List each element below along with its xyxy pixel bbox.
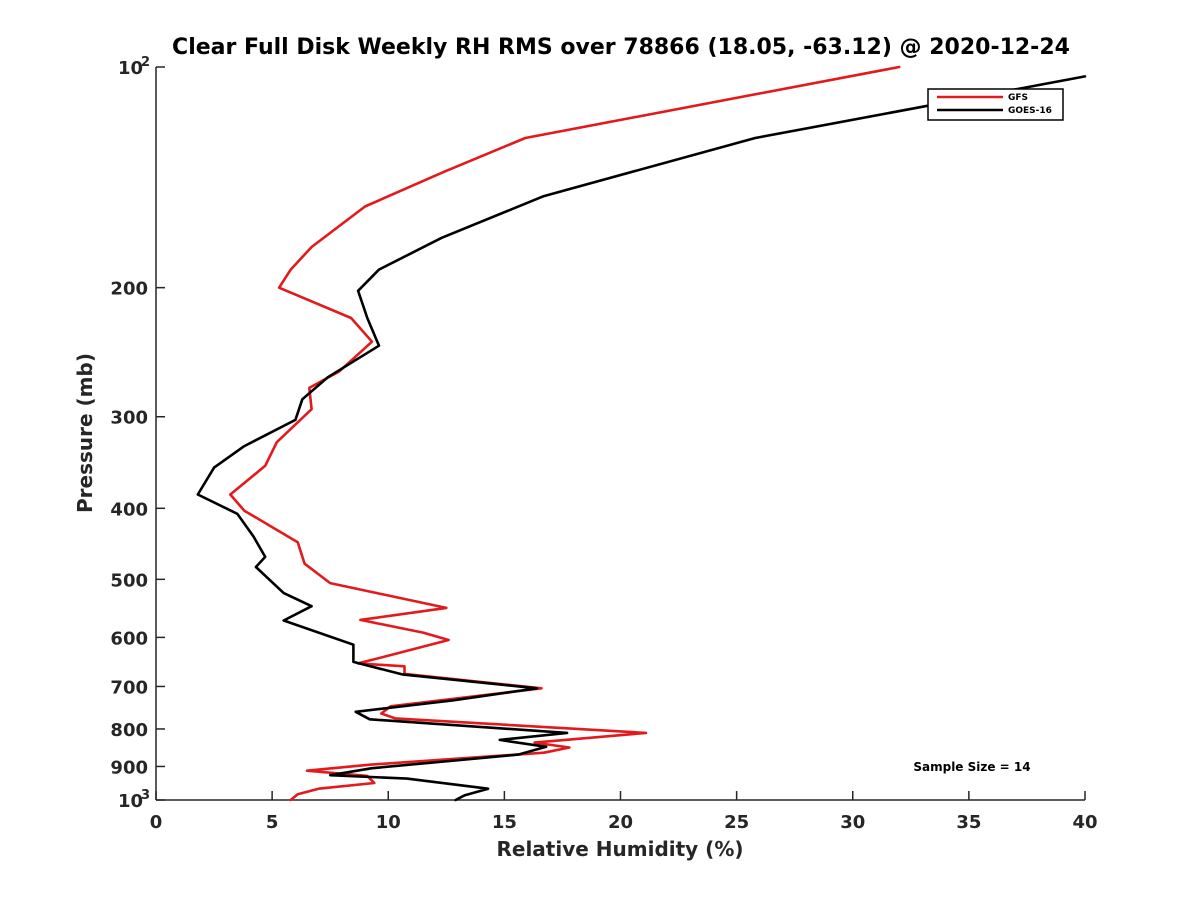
x-tick-label: 5 xyxy=(266,812,279,833)
y-tick-label: 600 xyxy=(110,628,148,649)
x-tick-label: 15 xyxy=(492,812,517,833)
x-tick-label: 25 xyxy=(724,812,749,833)
y-axis-label: Pressure (mb) xyxy=(73,353,97,513)
x-ticks: 0 5 10 15 20 25 30 35 40 xyxy=(150,791,1098,833)
y-tick-label: 300 xyxy=(110,408,148,429)
y-tick-label: 200 xyxy=(110,279,148,300)
sample-size-annotation: Sample Size = 14 xyxy=(913,760,1030,774)
y-tick-label-base: 10 xyxy=(118,791,143,812)
y-tick-label: 500 xyxy=(110,570,148,591)
x-tick-label: 0 xyxy=(150,812,163,833)
y-tick-label: 400 xyxy=(110,499,148,520)
legend-label-goes16: GOES-16 xyxy=(1008,106,1052,116)
y-tick-label-base: 10 xyxy=(118,58,143,79)
x-tick-label: 35 xyxy=(956,812,981,833)
y-tick-label: 800 xyxy=(110,720,148,741)
legend-label-gfs: GFS xyxy=(1008,93,1028,103)
legend-box xyxy=(927,88,1064,121)
x-axis-label: Relative Humidity (%) xyxy=(496,837,743,861)
series-line-goes16 xyxy=(196,75,1087,802)
x-tick-label: 30 xyxy=(840,812,865,833)
y-tick-label-exponent: 2 xyxy=(141,55,150,70)
x-tick-label: 40 xyxy=(1072,812,1097,833)
chart-title: Clear Full Disk Weekly RH RMS over 78866… xyxy=(172,35,1070,60)
y-tick-label: 900 xyxy=(110,757,148,778)
y-tick-label-exponent: 3 xyxy=(141,788,150,803)
x-tick-label: 20 xyxy=(608,812,633,833)
plot-area xyxy=(156,67,1085,800)
series-group xyxy=(196,65,1087,802)
y-tick-label: 700 xyxy=(110,677,148,698)
x-tick-label: 10 xyxy=(376,812,401,833)
legend: GFS GOES-16 xyxy=(927,88,1064,121)
